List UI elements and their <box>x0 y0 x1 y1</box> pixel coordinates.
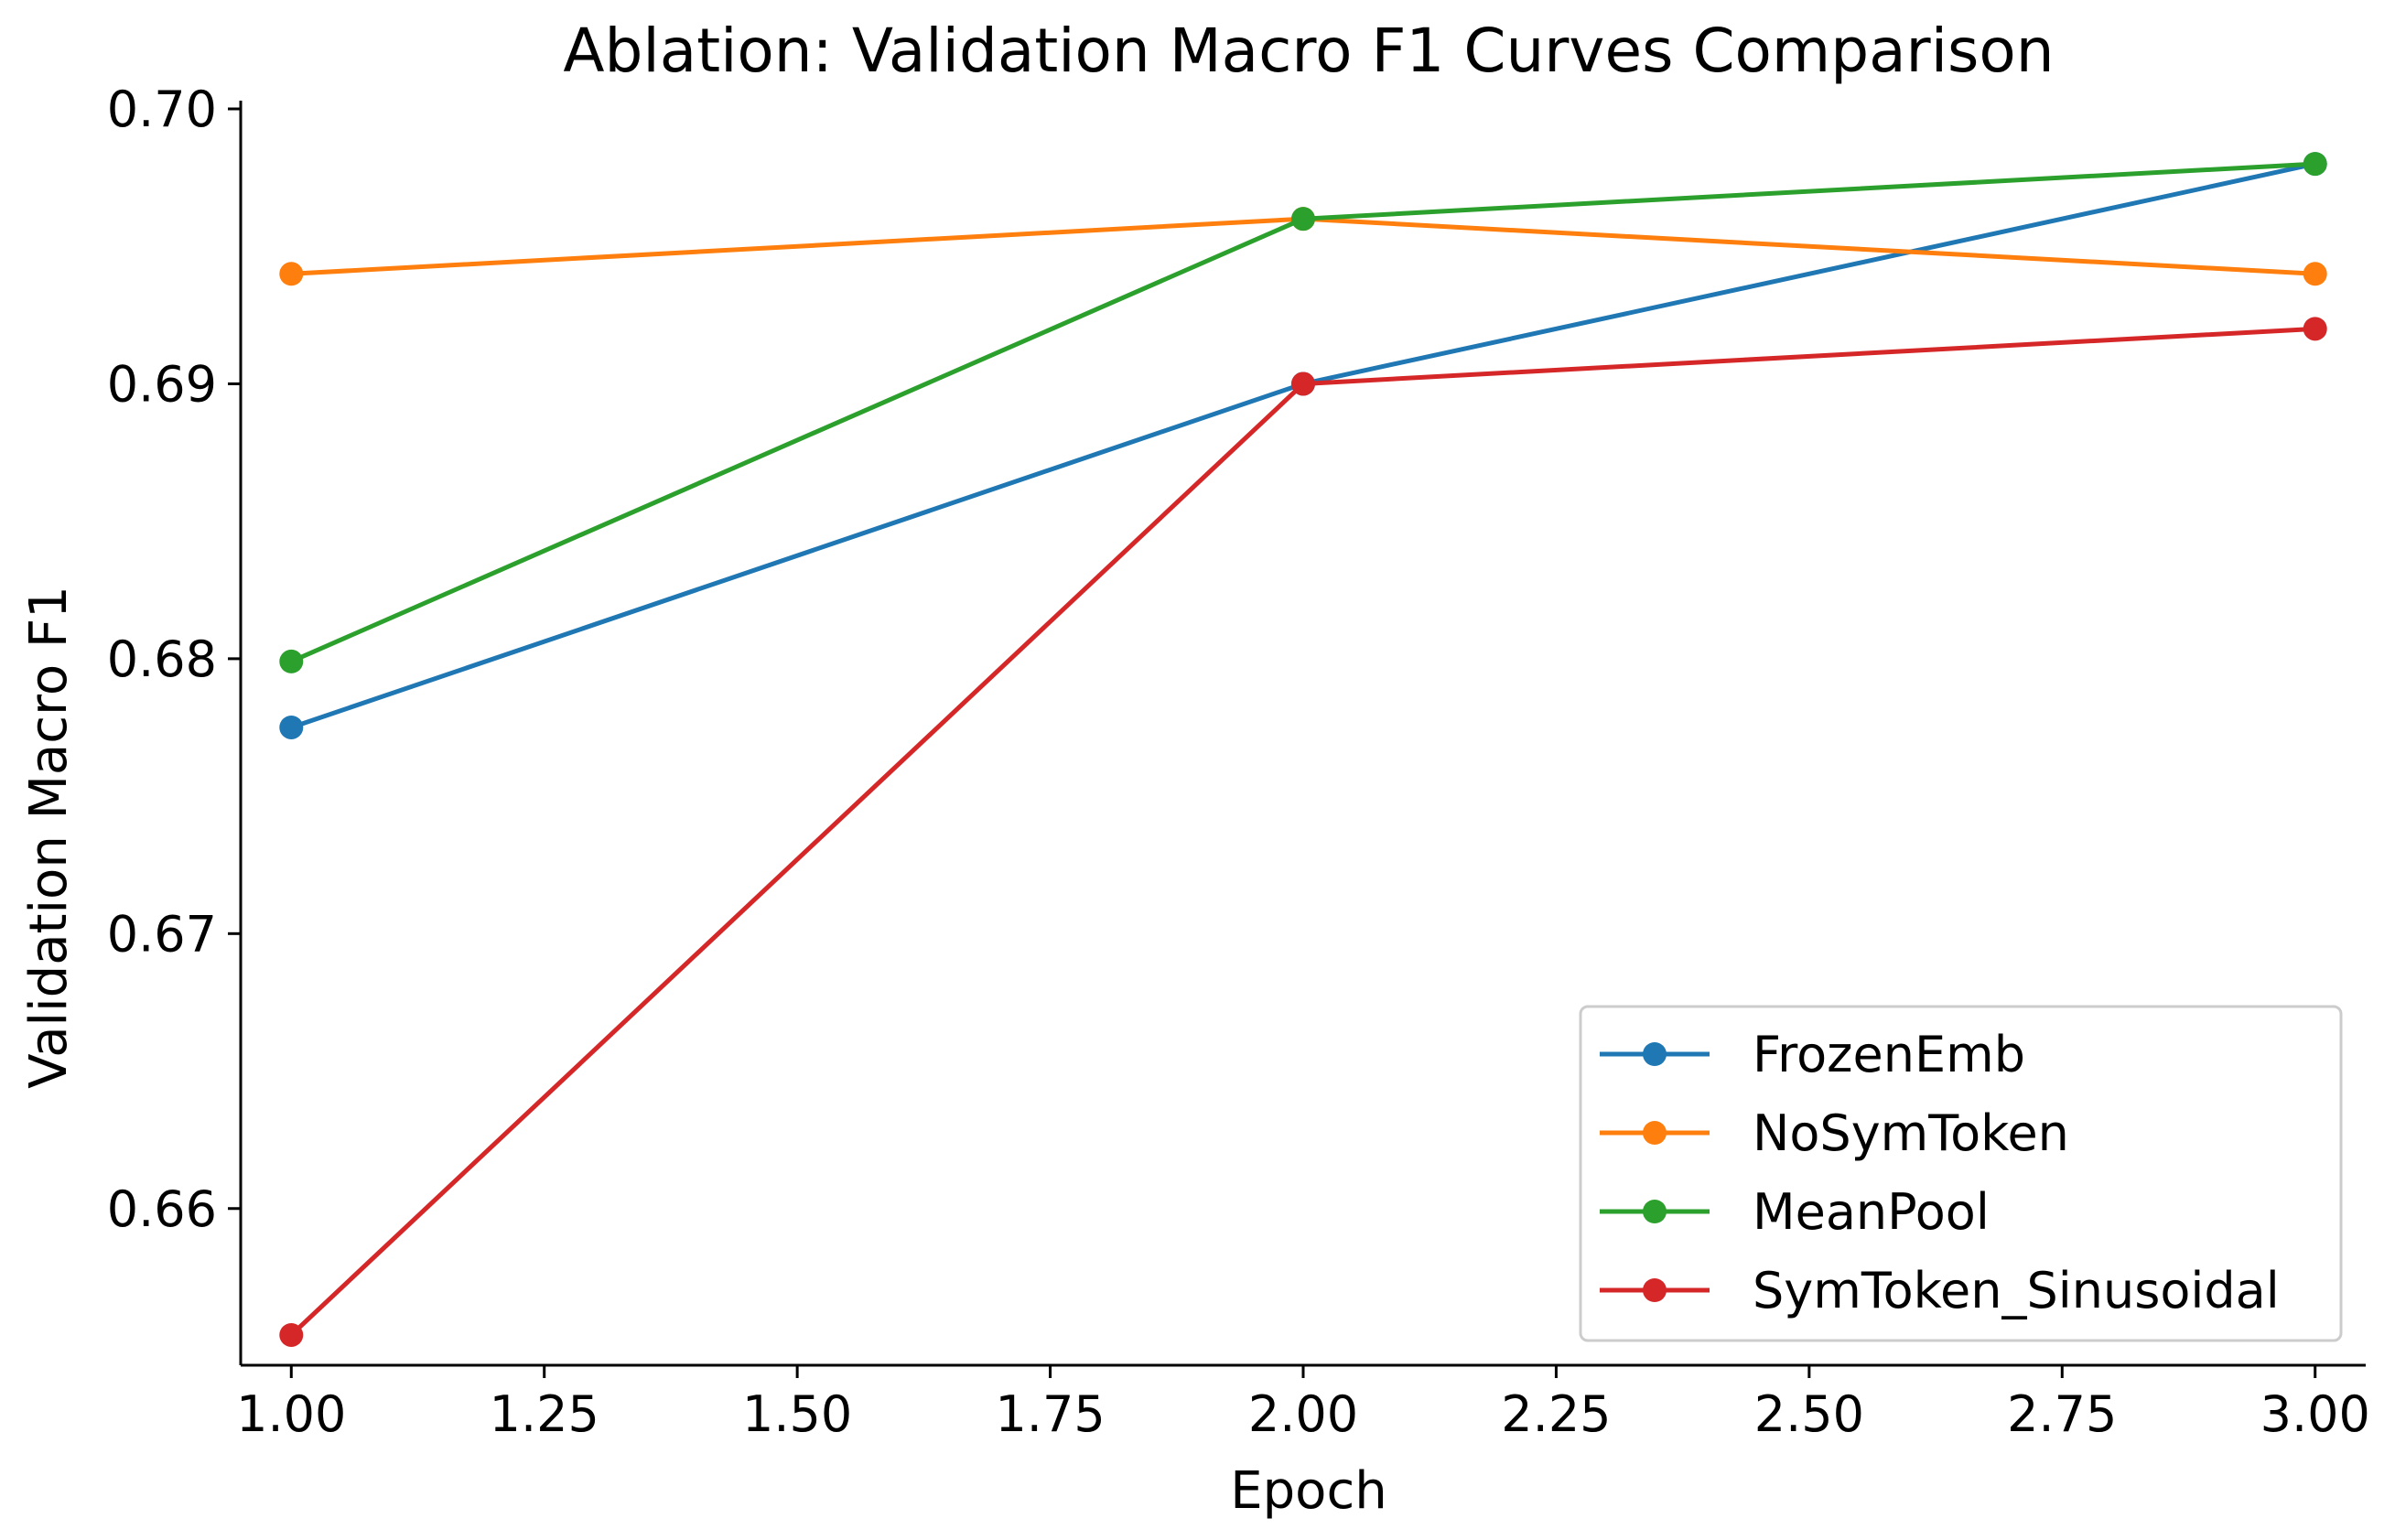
legend-swatch-marker-nosymtoken <box>1643 1121 1667 1145</box>
x-tick-label: 3.00 <box>2260 1385 2370 1443</box>
data-point-nosymtoken <box>2303 262 2327 286</box>
series-line-meanpool <box>290 161 2315 664</box>
series-line-frozenemb <box>290 161 2316 730</box>
legend-label-symtoken-sinusoidal: SymToken_Sinusoidal <box>1753 1262 2280 1319</box>
legend-swatch-marker-symtoken-sinusoidal <box>1643 1278 1667 1302</box>
x-tick-label: 1.25 <box>490 1385 599 1443</box>
legend: FrozenEmb NoSymToken MeanPool SymToken_Sinu… <box>1579 1005 2343 1342</box>
legend-swatch-marker-meanpool <box>1643 1200 1667 1223</box>
x-axis-label: Epoch <box>1230 1461 1386 1521</box>
y-tick-label: 0.66 <box>107 1180 217 1238</box>
y-tick-label: 0.67 <box>107 905 217 963</box>
legend-box <box>1579 1005 2343 1342</box>
x-tick-label: 1.75 <box>995 1385 1105 1443</box>
x-tick-label: 2.25 <box>1501 1385 1611 1443</box>
data-point-meanpool <box>279 649 304 673</box>
x-tick-label: 1.00 <box>236 1385 346 1443</box>
y-tick-label: 0.69 <box>107 355 217 413</box>
legend-label-nosymtoken: NoSymToken <box>1753 1104 2069 1162</box>
data-point-symtoken-sinusoidal <box>2303 317 2327 341</box>
data-point-meanpool <box>1291 207 1315 232</box>
data-point-meanpool <box>2303 152 2327 177</box>
axes: 1.00 1.25 1.50 1.75 2.00 2.25 2.50 2.75 3.00 0.66… <box>107 81 2370 1443</box>
data-point-nosymtoken <box>279 262 304 286</box>
x-tick-label: 1.50 <box>742 1385 852 1443</box>
chart-title: Ablation: Validation Macro F1 Curves Com… <box>563 16 2054 86</box>
y-axis-label: Validation Macro F1 <box>19 586 79 1088</box>
y-tick-label: 0.68 <box>107 630 217 688</box>
x-tick-label: 2.00 <box>1248 1385 1358 1443</box>
x-tick-label: 2.50 <box>1754 1385 1864 1443</box>
legend-label-frozenemb: FrozenEmb <box>1753 1026 2025 1083</box>
data-point-symtoken-sinusoidal <box>1291 372 1315 396</box>
x-tick-label: 2.75 <box>2007 1385 2117 1443</box>
legend-label-meanpool: MeanPool <box>1753 1183 1990 1241</box>
data-point-frozenemb <box>279 715 304 739</box>
series-layer <box>279 152 2327 1347</box>
y-tick-label: 0.70 <box>107 81 217 138</box>
data-point-symtoken-sinusoidal <box>279 1322 304 1347</box>
legend-swatch-marker-frozenemb <box>1643 1042 1667 1066</box>
